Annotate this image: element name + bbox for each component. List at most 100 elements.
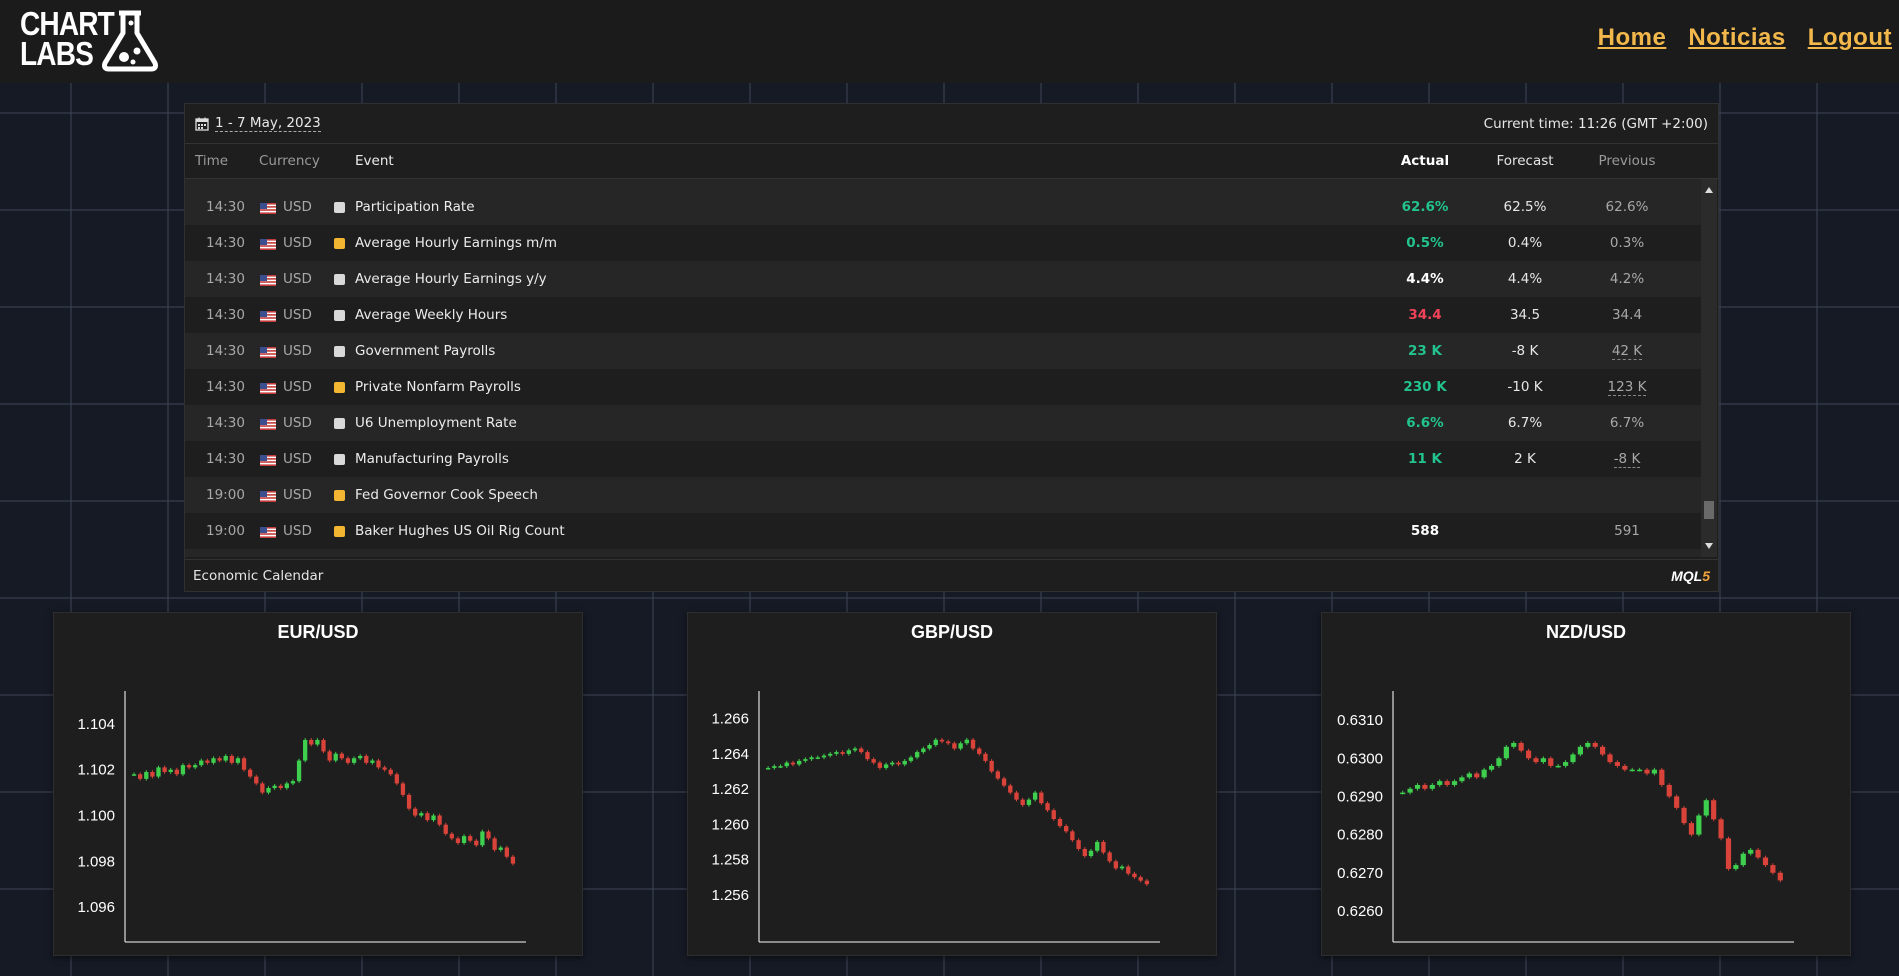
event-name[interactable]: Private Nonfarm Payrolls bbox=[355, 379, 521, 395]
event-time: 14:30 bbox=[206, 271, 245, 287]
table-row[interactable]: 14:30 USD Manufacturing Payrolls 11 K 2 K -8 … bbox=[185, 441, 1701, 477]
table-row[interactable]: 14:30 USD Average Weekly Hours 34.4 34.5 34.4 bbox=[185, 297, 1701, 333]
candle bbox=[877, 760, 883, 770]
candle bbox=[1001, 776, 1007, 788]
event-time: 14:30 bbox=[206, 199, 245, 215]
candle bbox=[784, 760, 789, 769]
calendar-rows[interactable]: 14:30 USD Participation Rate 62.6% 62.5% 62.6… bbox=[185, 179, 1701, 557]
candle bbox=[927, 743, 932, 751]
candle bbox=[461, 834, 467, 845]
us-flag-icon bbox=[260, 382, 276, 394]
candle bbox=[425, 811, 430, 822]
candle bbox=[1422, 783, 1428, 791]
candle bbox=[1063, 824, 1069, 834]
mql5-logo[interactable]: MQL5 bbox=[1671, 567, 1710, 584]
candle bbox=[510, 854, 516, 866]
table-row[interactable]: 14:30 USD Participation Rate 62.6% 62.5% 62.6… bbox=[185, 189, 1701, 225]
event-actual: 11 K bbox=[1408, 451, 1442, 467]
candle bbox=[296, 758, 302, 783]
event-name[interactable]: Average Hourly Earnings m/m bbox=[355, 235, 557, 251]
event-previous: 34.4 bbox=[1611, 307, 1643, 323]
candle bbox=[1755, 848, 1761, 860]
scroll-down-icon[interactable] bbox=[1705, 543, 1713, 549]
event-name[interactable]: Government Payrolls bbox=[355, 343, 496, 359]
table-row[interactable]: 14:30 USD U6 Unemployment Rate 6.6% 6.7% 6.7% bbox=[185, 405, 1701, 441]
candle bbox=[803, 757, 808, 763]
candle bbox=[278, 783, 283, 790]
table-row[interactable]: 19:00 USD Baker Hughes US Oil Rig Count 588… bbox=[185, 513, 1701, 549]
candle bbox=[1703, 798, 1709, 818]
table-row[interactable]: 14:30 USD Private Nonfarm Payrolls 230 K -10… bbox=[185, 369, 1701, 405]
calendar-scrollbar[interactable] bbox=[1701, 179, 1717, 557]
candle bbox=[327, 749, 332, 763]
candle bbox=[309, 738, 314, 747]
importance-icon bbox=[334, 418, 345, 429]
event-actual: 4.4% bbox=[1406, 271, 1444, 287]
candle bbox=[186, 763, 192, 770]
candle bbox=[486, 829, 491, 841]
chart-title: GBP/USD bbox=[910, 622, 993, 642]
event-name[interactable]: U6 Unemployment Rate bbox=[355, 415, 517, 431]
candle bbox=[1518, 741, 1524, 753]
nav-logout-link[interactable]: Logout bbox=[1807, 24, 1892, 51]
event-time: 14:30 bbox=[206, 307, 245, 323]
candle bbox=[1070, 829, 1075, 842]
candle bbox=[1451, 779, 1458, 787]
event-name[interactable]: Manufacturing Payrolls bbox=[355, 451, 509, 467]
table-row[interactable]: 19:00 USD Fed Governor Cook Speech bbox=[185, 477, 1701, 513]
chartlabs-logo[interactable]: CHART LABS bbox=[20, 5, 158, 73]
scroll-up-icon[interactable] bbox=[1705, 187, 1713, 193]
nav-home-link[interactable]: Home bbox=[1597, 24, 1667, 51]
candle bbox=[933, 737, 938, 747]
candle bbox=[834, 750, 839, 756]
event-name[interactable]: Participation Rate bbox=[355, 199, 475, 215]
candle bbox=[1718, 817, 1724, 841]
candle bbox=[1039, 790, 1044, 806]
candle bbox=[1740, 851, 1746, 867]
economic-calendar-link[interactable]: Economic Calendar bbox=[193, 567, 324, 584]
nav-noticias-link[interactable]: Noticias bbox=[1688, 24, 1786, 51]
event-forecast: -8 K bbox=[1511, 343, 1539, 359]
us-flag-icon bbox=[260, 454, 276, 466]
nzdusd-candlestick-chart: 0.6310 0.6300 0.6290 0.6280 0.6270 0.6260 bbox=[1337, 691, 1794, 943]
gbpusd-chart-card: GBP/USD 1.266 1.264 1.262 1.260 1.258 1.256 bbox=[687, 612, 1217, 956]
y-tick-label: 1.260 bbox=[711, 816, 749, 833]
candle bbox=[174, 767, 179, 777]
col-actual: Actual bbox=[1400, 153, 1450, 169]
col-forecast: Forecast bbox=[1496, 153, 1554, 169]
event-time: 14:30 bbox=[206, 415, 245, 431]
chart-title: NZD/USD bbox=[1546, 622, 1626, 642]
calendar-header: 1 - 7 May, 2023 Current time: 11:26 (GMT… bbox=[185, 104, 1718, 144]
event-previous: 123 K bbox=[1607, 379, 1647, 396]
y-tick-label: 1.258 bbox=[711, 852, 749, 869]
candle bbox=[1138, 875, 1143, 883]
event-name[interactable]: Average Hourly Earnings y/y bbox=[355, 271, 547, 287]
scroll-thumb[interactable] bbox=[1704, 501, 1714, 519]
date-range-picker[interactable]: 1 - 7 May, 2023 bbox=[195, 115, 321, 132]
event-name[interactable]: Baker Hughes US Oil Rig Count bbox=[355, 523, 565, 539]
candle bbox=[364, 754, 369, 765]
candle bbox=[1088, 848, 1094, 858]
candle bbox=[958, 741, 963, 751]
importance-icon bbox=[334, 526, 345, 537]
candle bbox=[168, 767, 173, 774]
date-range-label[interactable]: 1 - 7 May, 2023 bbox=[215, 115, 321, 132]
candle bbox=[1481, 767, 1487, 780]
event-name[interactable]: Fed Governor Cook Speech bbox=[355, 487, 538, 503]
table-row[interactable]: 14:30 USD Average Hourly Earnings m/m 0.5% 0… bbox=[185, 225, 1701, 261]
event-currency: USD bbox=[283, 343, 312, 359]
importance-icon bbox=[334, 382, 345, 393]
candle bbox=[1132, 871, 1137, 879]
y-tick-label: 0.6290 bbox=[1337, 788, 1383, 805]
importance-icon bbox=[334, 454, 345, 465]
table-row[interactable]: 14:30 USD Government Payrolls 23 K -8 K 42 K bbox=[185, 333, 1701, 369]
candle bbox=[290, 779, 296, 786]
candle bbox=[852, 746, 858, 753]
calendar-icon bbox=[195, 117, 209, 131]
us-flag-icon bbox=[260, 310, 276, 322]
table-row[interactable] bbox=[185, 179, 1701, 189]
event-name[interactable]: Average Weekly Hours bbox=[355, 307, 508, 323]
table-row[interactable]: 14:30 USD Average Hourly Earnings y/y 4.4% 4… bbox=[185, 261, 1701, 297]
table-row[interactable] bbox=[185, 549, 1701, 557]
candle bbox=[859, 746, 864, 754]
